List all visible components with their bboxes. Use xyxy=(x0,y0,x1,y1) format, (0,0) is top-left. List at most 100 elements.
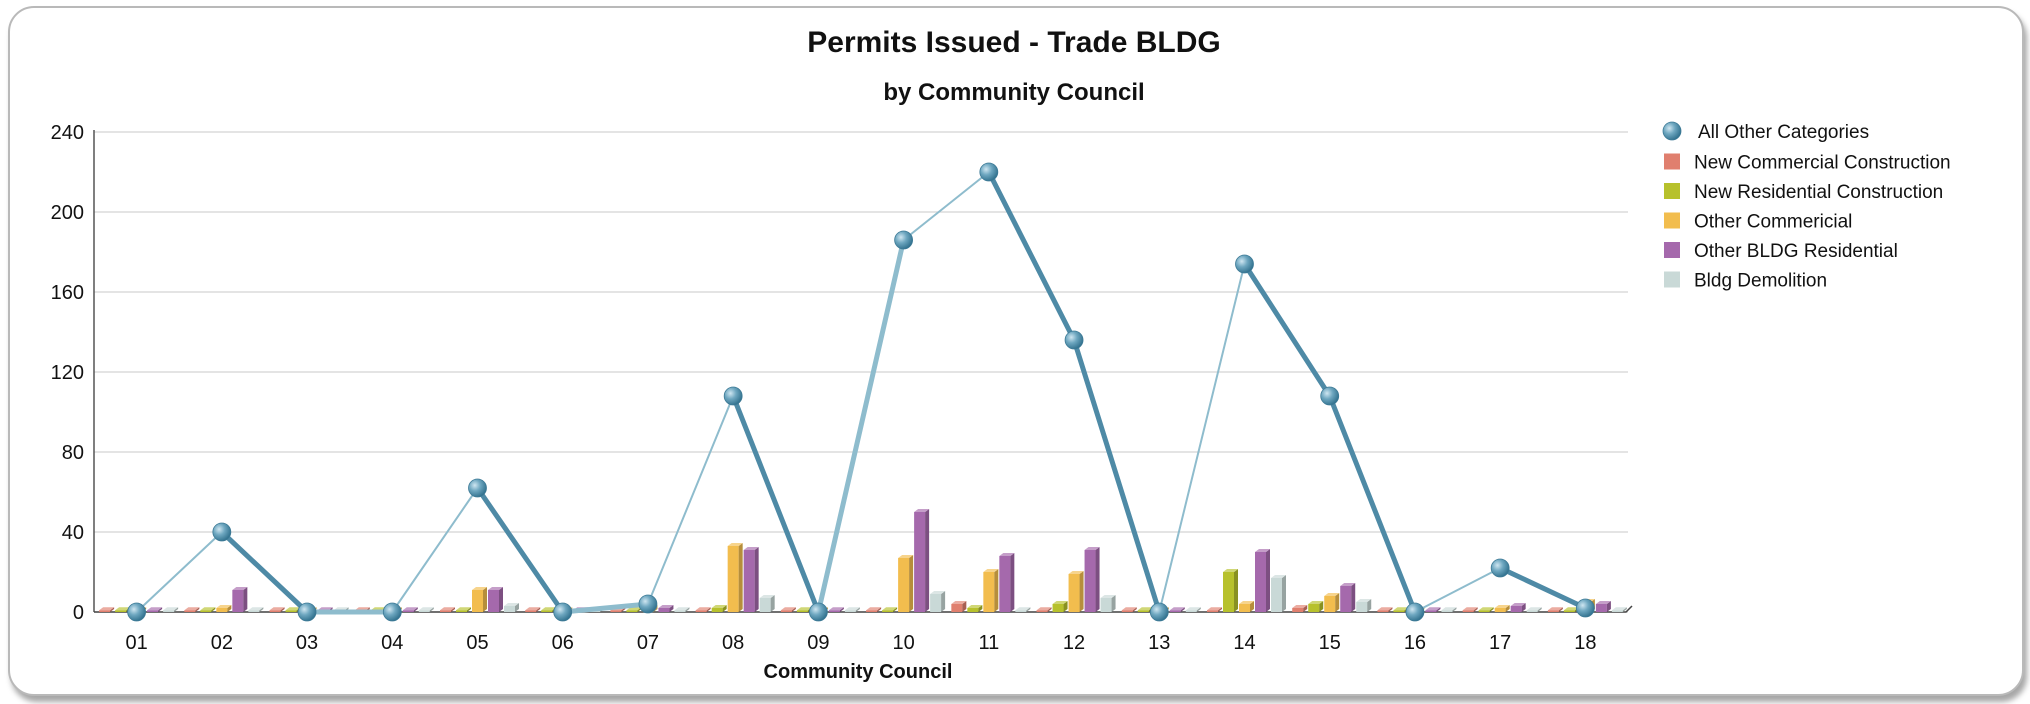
bar-side xyxy=(706,607,711,612)
bar xyxy=(930,594,942,612)
bar-side xyxy=(110,607,115,612)
legend-label: New Commercial Construction xyxy=(1694,153,1951,174)
y-tick-label: 160 xyxy=(51,282,84,304)
y-tick-label: 0 xyxy=(73,602,84,624)
bar xyxy=(115,610,127,612)
bar-top xyxy=(200,607,216,611)
legend: All Other Categories New Commercial Const… xyxy=(1662,121,1951,292)
bar xyxy=(1292,608,1304,612)
bar-top xyxy=(711,605,727,608)
legend-label: Other BLDG Residential xyxy=(1694,241,1898,262)
bar xyxy=(216,608,228,612)
bar-side xyxy=(1558,607,1563,612)
bar-top xyxy=(1425,607,1441,611)
bar xyxy=(695,610,707,612)
bar xyxy=(844,610,856,612)
bar-top xyxy=(1494,605,1510,608)
bar-top xyxy=(658,605,674,608)
bar-top xyxy=(1510,603,1526,606)
legend-swatch xyxy=(1664,212,1680,229)
bar-side xyxy=(1505,605,1510,612)
bar xyxy=(1255,552,1266,612)
line-point xyxy=(808,602,828,622)
bar xyxy=(1324,596,1336,612)
legend-swatch xyxy=(1664,271,1680,288)
bar-top xyxy=(674,607,690,611)
x-tick-label: 16 xyxy=(1404,632,1426,654)
bar xyxy=(1036,610,1048,612)
bar-top xyxy=(1462,607,1478,611)
bar-top xyxy=(1052,601,1068,604)
bar-side xyxy=(941,591,946,612)
bar-top xyxy=(844,607,860,611)
bar-top xyxy=(882,607,898,611)
bar-side xyxy=(839,607,844,612)
x-tick-label: 02 xyxy=(211,632,233,654)
bar xyxy=(1356,602,1368,612)
x-axis-line xyxy=(94,605,1633,613)
line-segment xyxy=(646,395,735,605)
bar-side xyxy=(770,595,775,612)
bar-top xyxy=(1308,601,1324,604)
bar-side xyxy=(280,607,285,612)
bar xyxy=(1121,610,1133,612)
line-point xyxy=(1235,254,1254,274)
bar xyxy=(269,610,281,612)
bar-side xyxy=(174,607,179,612)
bar-side xyxy=(1473,607,1478,612)
bar-top xyxy=(1563,607,1579,611)
line-segment xyxy=(391,487,479,613)
bar-side xyxy=(909,555,914,612)
bar xyxy=(1185,610,1197,612)
bar-top xyxy=(1121,607,1137,611)
bar-top xyxy=(828,607,844,611)
x-tick-label: 09 xyxy=(807,632,829,654)
bar xyxy=(456,610,467,612)
bar-side xyxy=(1489,607,1494,612)
bar-side xyxy=(1335,593,1340,612)
bar-top xyxy=(440,607,455,611)
bar-side xyxy=(791,607,796,612)
line-segment xyxy=(1158,263,1246,613)
bar-side xyxy=(1388,607,1393,612)
x-tick-label: 10 xyxy=(892,632,914,654)
y-tick-label: 120 xyxy=(51,362,84,384)
bar xyxy=(488,590,499,612)
x-tick-label: 05 xyxy=(466,632,488,654)
bar-side xyxy=(413,607,418,612)
bar-side xyxy=(1351,583,1356,612)
bar-side xyxy=(1079,571,1084,612)
x-tick-label: 04 xyxy=(381,632,403,654)
bar xyxy=(1015,610,1027,612)
bar-top xyxy=(525,607,541,611)
bar-side xyxy=(1537,607,1542,612)
chart-card xyxy=(8,6,2024,696)
line-point xyxy=(553,602,573,622)
x-tick-label: 11 xyxy=(978,632,999,654)
line-point xyxy=(1490,558,1510,578)
x-tick-label: 03 xyxy=(296,632,318,654)
bar xyxy=(1169,610,1181,612)
bar-side xyxy=(1196,607,1201,612)
bar-top xyxy=(418,607,434,611)
bar xyxy=(1462,610,1474,612)
bar-side xyxy=(1010,553,1015,612)
y-tick-label: 240 xyxy=(51,122,84,144)
bar-top xyxy=(1223,569,1238,572)
bar-top xyxy=(1100,595,1116,598)
bar-side xyxy=(1606,601,1611,612)
bar-top xyxy=(983,569,999,572)
bar-top xyxy=(1611,607,1627,611)
bar-top xyxy=(695,607,711,611)
line-point xyxy=(638,594,658,614)
bar xyxy=(1271,578,1282,612)
bar-top xyxy=(488,587,503,590)
bar-side xyxy=(1452,607,1457,612)
bar-side xyxy=(195,607,200,612)
bar xyxy=(285,610,297,612)
line-point xyxy=(212,522,232,542)
bar-top xyxy=(1478,607,1494,611)
bar-side xyxy=(1436,607,1441,612)
bar-top xyxy=(1377,607,1393,611)
